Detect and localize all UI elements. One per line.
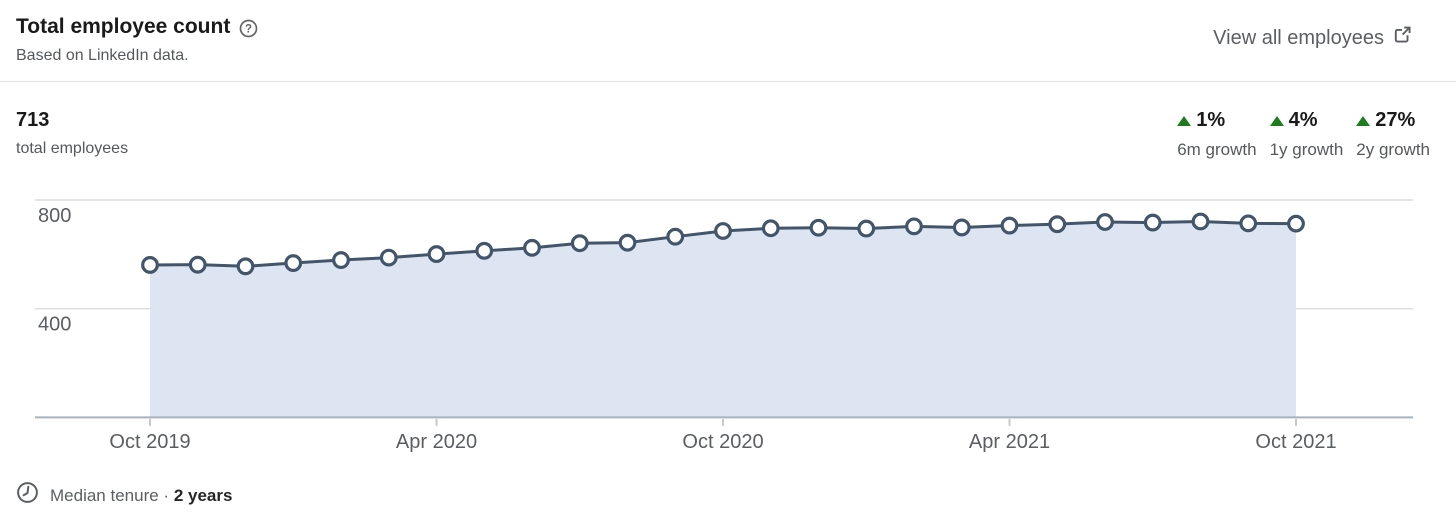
growth-6m-label: 6m growth	[1177, 140, 1257, 159]
growth-6m-value: 1%	[1196, 109, 1226, 131]
data-point[interactable]	[905, 217, 923, 236]
x-axis-label: Apr 2021	[969, 431, 1050, 453]
data-point[interactable]	[952, 218, 971, 237]
growth-up-icon	[1177, 116, 1192, 126]
data-point[interactable]	[188, 255, 207, 274]
growth-1y-value: 4%	[1288, 109, 1318, 131]
growth-1y-label: 1y growth	[1269, 140, 1344, 159]
growth-stat-6m: 1% 6m growth	[1177, 109, 1257, 160]
x-axis-label: Apr 2020	[396, 431, 477, 453]
total-employees-value: 713	[16, 109, 50, 131]
data-point[interactable]	[427, 245, 446, 263]
page-title: Total employee count	[16, 15, 231, 38]
data-point[interactable]	[236, 257, 255, 276]
growth-stat-2y: 27% 2y growth	[1356, 109, 1430, 160]
header-left: Total employee count ? Based on LinkedIn…	[16, 14, 258, 66]
x-axis-label: Oct 2019	[109, 431, 190, 453]
data-point[interactable]	[809, 218, 828, 237]
data-point[interactable]	[1191, 212, 1210, 231]
stats-row: 713 total employees 1% 6m growth 4% 1y g…	[0, 82, 1456, 190]
data-point[interactable]	[379, 248, 398, 267]
growth-up-icon	[1356, 116, 1371, 126]
median-tenure-row: Median tenure · 2 years	[16, 481, 1456, 509]
data-point[interactable]	[1143, 213, 1162, 232]
growth-up-icon	[1269, 116, 1284, 126]
total-employees-label: total employees	[16, 140, 129, 157]
data-point[interactable]	[618, 233, 637, 252]
x-axis-label: Oct 2021	[1255, 431, 1336, 453]
data-point[interactable]	[1096, 213, 1114, 231]
median-tenure-value: 2 years	[173, 485, 233, 505]
svg-text:?: ?	[245, 23, 252, 35]
y-axis-label: 400	[38, 314, 71, 336]
data-point[interactable]	[1000, 216, 1019, 235]
data-point[interactable]	[284, 254, 303, 272]
data-point[interactable]	[714, 222, 732, 240]
area-fill	[150, 221, 1296, 418]
subtitle: Based on LinkedIn data.	[16, 47, 189, 64]
data-point[interactable]	[523, 238, 541, 257]
growth-stats: 1% 6m growth 4% 1y growth 27% 2y growth	[1177, 109, 1430, 160]
view-all-employees-link[interactable]: View all employees	[1213, 25, 1412, 50]
growth-2y-value: 27%	[1375, 109, 1416, 131]
data-point[interactable]	[666, 227, 685, 246]
data-point[interactable]	[475, 241, 494, 260]
clock-icon	[16, 481, 39, 509]
separator-dot: ·	[163, 485, 170, 505]
y-axis-label: 800	[38, 205, 71, 227]
question-mark-icon[interactable]: ?	[239, 19, 258, 38]
employee-count-chart[interactable]: 800 400 Oct 2019 Apr 2020 Oct 2020 Apr 2021 Oc…	[0, 190, 1456, 455]
data-point[interactable]	[1048, 215, 1067, 234]
view-all-label: View all employees	[1213, 26, 1384, 49]
data-point[interactable]	[857, 219, 876, 238]
headline-stat: 713 total employees	[16, 109, 128, 158]
growth-2y-label: 2y growth	[1356, 140, 1430, 159]
median-tenure-label: Median tenure	[50, 485, 159, 505]
growth-stat-1y: 4% 1y growth	[1269, 109, 1344, 160]
data-point[interactable]	[570, 234, 589, 253]
x-axis-label: Oct 2020	[682, 431, 763, 453]
data-point[interactable]	[1239, 214, 1258, 233]
data-point[interactable]	[1287, 214, 1305, 233]
data-point[interactable]	[332, 251, 350, 269]
data-point[interactable]	[141, 256, 159, 274]
card-header: Total employee count ? Based on LinkedIn…	[0, 0, 1456, 82]
median-tenure-text: Median tenure · 2 years	[50, 485, 232, 506]
external-link-icon	[1393, 25, 1412, 50]
data-point[interactable]	[761, 219, 780, 238]
